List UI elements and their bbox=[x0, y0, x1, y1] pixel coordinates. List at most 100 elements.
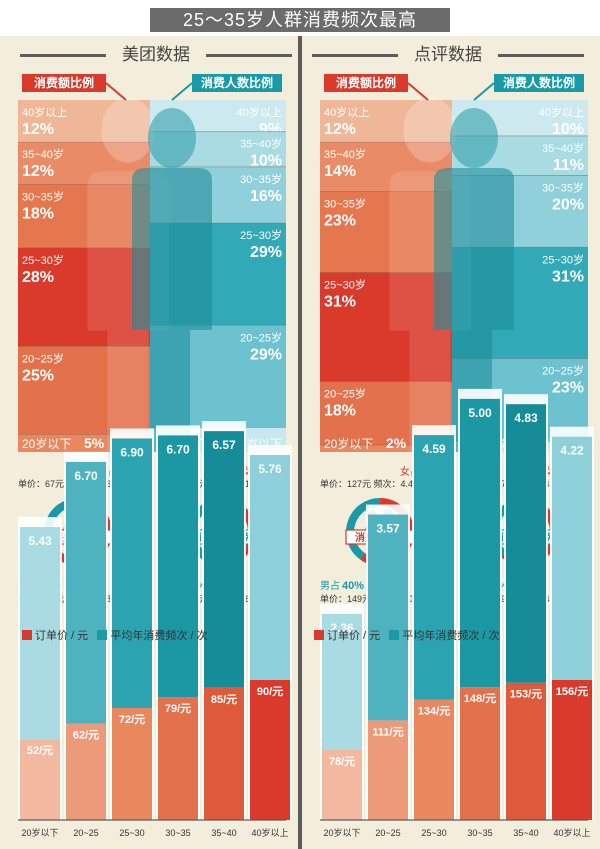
amount-age-label: 25~30岁 bbox=[324, 277, 366, 291]
bar-freq bbox=[414, 435, 454, 700]
bar-freq-label: 5.00 bbox=[468, 406, 492, 420]
amount-segment bbox=[18, 247, 150, 347]
panel-title-rule-left bbox=[312, 54, 398, 57]
bar-price bbox=[20, 739, 60, 820]
bar-freq-label: 6.70 bbox=[166, 442, 190, 456]
title-bar: 25～35岁人群消费频次最高 bbox=[0, 0, 600, 36]
amount-segment bbox=[320, 444, 452, 452]
bar-price bbox=[158, 697, 198, 820]
amount-age-label: 25~30岁 bbox=[22, 253, 64, 267]
bar-price bbox=[250, 680, 290, 820]
amount-age-label: 35~40岁 bbox=[324, 147, 366, 161]
bar-category-label: 20岁以下 bbox=[323, 827, 360, 838]
people-age-label: 20~25岁 bbox=[240, 330, 282, 344]
page-title: 25～35岁人群消费频次最高 bbox=[182, 10, 418, 30]
bar-price-label: 134/元 bbox=[418, 705, 450, 718]
people-age-label: 30~35岁 bbox=[542, 180, 584, 194]
bar-price-label: 156/元 bbox=[556, 685, 588, 698]
people-pct-label: 23% bbox=[552, 380, 584, 397]
legend-price-swatch bbox=[314, 630, 324, 640]
panel-dianping: 40岁以上 12% 35~40岁 14% 30~35岁 23% 25~30岁 31% 20~25… bbox=[320, 74, 594, 838]
bar-category-label: 25~30 bbox=[421, 828, 446, 838]
amount-age-label: 20~25岁 bbox=[22, 351, 64, 365]
legend-freq-label: 平均年消费频次 / 次 bbox=[402, 630, 500, 642]
amount-pct-label: 23% bbox=[324, 213, 356, 230]
silhouette-head bbox=[101, 97, 155, 163]
bar-category-label: 40岁以上 bbox=[553, 827, 590, 838]
bar-freq-label: 4.59 bbox=[422, 442, 446, 456]
people-pct-label: 29% bbox=[250, 346, 282, 363]
legend-freq-swatch bbox=[97, 630, 108, 640]
bar-price bbox=[322, 750, 362, 820]
bar-price bbox=[414, 699, 454, 820]
bar-freq-label: 5.43 bbox=[28, 534, 52, 548]
people-pct-label: 10% bbox=[250, 153, 282, 170]
panel-title-rule-left bbox=[20, 54, 106, 57]
bar-freq-label: 6.57 bbox=[212, 438, 236, 452]
bar-price bbox=[460, 687, 500, 820]
bar-freq-label: 2.36 bbox=[330, 621, 354, 635]
silhouette-head bbox=[148, 108, 196, 168]
amount-age-label: 30~35岁 bbox=[324, 197, 366, 211]
bar-price-label: 90/元 bbox=[257, 685, 283, 698]
tag-amount-pointer bbox=[105, 82, 127, 101]
amount-segment bbox=[320, 142, 452, 192]
amount-pct-label: 12% bbox=[22, 121, 54, 138]
legend-price-label: 订单价 / 元 bbox=[35, 630, 89, 642]
bar-price-label: 52/元 bbox=[27, 744, 53, 757]
people-pct-label: 31% bbox=[552, 268, 584, 285]
amount-pct-label: 28% bbox=[22, 269, 54, 286]
people-age-label: 35~40岁 bbox=[542, 141, 584, 155]
people-pct-label: 16% bbox=[250, 188, 282, 205]
amount-segment bbox=[18, 100, 150, 143]
bar-freq-label: 5.76 bbox=[258, 462, 282, 476]
bar-freq bbox=[322, 613, 362, 750]
bar-freq-label: 6.90 bbox=[120, 445, 144, 459]
amount-pct-label: 14% bbox=[324, 163, 356, 180]
bar-freq bbox=[158, 435, 198, 698]
amount-age-label: 40岁以上 bbox=[324, 105, 369, 119]
amount-age-label: 20岁以下 bbox=[22, 436, 71, 451]
tag-people-share bbox=[192, 74, 282, 92]
legend-meituan: 订单价 / 元 平均年消费频次 / 次 bbox=[22, 627, 208, 643]
amount-age-label: 20岁以下 bbox=[324, 436, 373, 451]
amount-pct-label: 18% bbox=[324, 403, 356, 420]
bar-price bbox=[552, 680, 592, 820]
bar-price bbox=[204, 687, 244, 820]
ring-male-arc bbox=[346, 498, 381, 560]
amount-pct-label: 31% bbox=[324, 293, 356, 310]
bar-price-label: 62/元 bbox=[73, 729, 99, 742]
amount-pct-label: 12% bbox=[22, 163, 54, 180]
tag-amount-share bbox=[22, 74, 106, 92]
legend-price-swatch bbox=[22, 630, 32, 640]
bar-freq-label: 6.70 bbox=[74, 469, 98, 483]
bar-freq bbox=[112, 438, 152, 708]
female-price-freq: 单价：127元 频次：4.41次 bbox=[320, 478, 427, 489]
bar-freq bbox=[368, 514, 408, 721]
amount-pct-label: 12% bbox=[324, 121, 356, 138]
bar-price-label: 78/元 bbox=[329, 755, 355, 768]
amount-age-label: 40岁以上 bbox=[22, 105, 67, 119]
panel-meituan: 40岁以上 12% 35~40岁 12% 30~35岁 18% 25~30岁 28% 20~25… bbox=[18, 74, 292, 838]
male-share-pct: 40% bbox=[342, 580, 364, 592]
legend-dianping: 订单价 / 元 平均年消费频次 / 次 bbox=[314, 627, 500, 643]
bar-price bbox=[368, 720, 408, 820]
amount-segment bbox=[320, 191, 452, 273]
bar-price bbox=[66, 723, 106, 820]
panel-title-dianping: 点评数据 bbox=[414, 45, 482, 64]
tag-people-pointer bbox=[473, 82, 495, 101]
tag-people-share bbox=[494, 74, 584, 92]
amount-age-label: 35~40岁 bbox=[22, 147, 64, 161]
amount-segment bbox=[18, 184, 150, 248]
legend-freq-label: 平均年消费频次 / 次 bbox=[110, 630, 208, 642]
bar-price-label: 111/元 bbox=[372, 725, 403, 738]
bar-category-label: 30~35 bbox=[165, 828, 190, 838]
people-age-label: 40岁以上 bbox=[237, 105, 282, 119]
bar-freq bbox=[204, 431, 244, 688]
bar-freq bbox=[460, 398, 500, 688]
bar-freq-label: 4.22 bbox=[560, 444, 584, 458]
bar-freq-label: 4.83 bbox=[514, 411, 538, 425]
people-pct-label: 20% bbox=[552, 196, 584, 213]
people-age-label: 30~35岁 bbox=[240, 172, 282, 186]
